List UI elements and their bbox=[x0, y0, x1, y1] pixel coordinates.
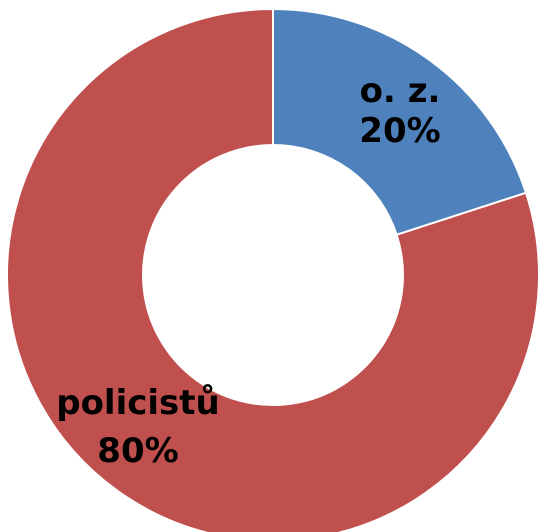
donut-slice-oz bbox=[272, 7, 528, 237]
slice-value-oz: 20% bbox=[359, 111, 440, 151]
donut-slices bbox=[6, 7, 540, 532]
slice-label-policistu: policistů bbox=[56, 383, 220, 423]
slice-value-policistu: 80% bbox=[97, 431, 178, 471]
donut-slice-policistu bbox=[6, 7, 540, 532]
slice-label-oz: o. z. bbox=[360, 71, 441, 111]
